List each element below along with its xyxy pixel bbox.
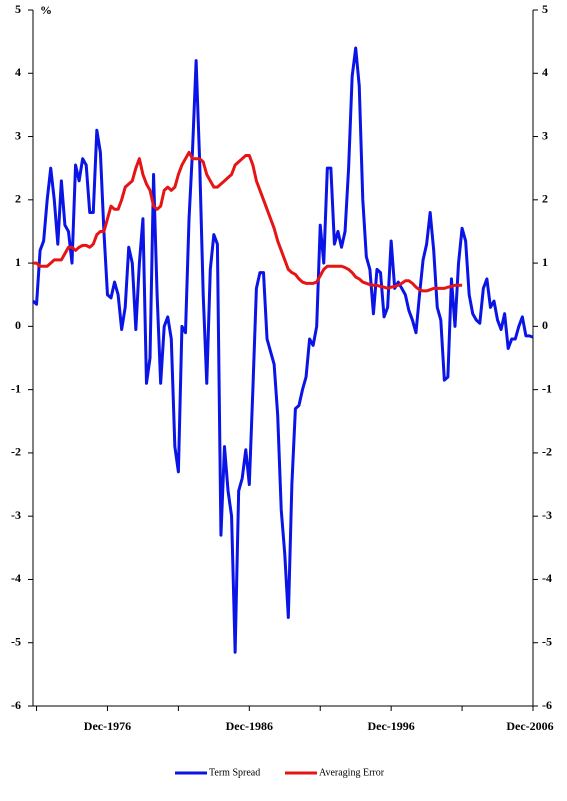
y-tick-label: -6 xyxy=(11,698,21,712)
y-tick-label: 2 xyxy=(15,192,21,206)
y2-tick-label: -6 xyxy=(542,698,552,712)
y2-tick-label: -1 xyxy=(542,381,552,395)
y-tick-label: 1 xyxy=(15,255,21,269)
y-tick-label: -5 xyxy=(11,634,21,648)
series-line xyxy=(33,150,463,293)
y-tick-label: -3 xyxy=(11,508,21,522)
y2-tick-label: 2 xyxy=(542,192,548,206)
x-tick-label: Dec-1996 xyxy=(367,719,414,733)
y-tick-label: -2 xyxy=(11,445,21,459)
y2-tick-label: -3 xyxy=(542,508,552,522)
y-axis-label: % xyxy=(40,3,52,17)
y-tick-label: 0 xyxy=(15,318,21,332)
y2-tick-label: 4 xyxy=(542,65,548,79)
x-tick-label: Dec-2006 xyxy=(506,719,553,733)
x-tick-label: Dec-1976 xyxy=(84,719,131,733)
legend-label: Averaging Error xyxy=(319,767,385,778)
series-line xyxy=(32,46,534,654)
x-tick-label: Dec-1986 xyxy=(226,719,273,733)
y-tick-label: -1 xyxy=(11,381,21,395)
y2-tick-label: -5 xyxy=(542,634,552,648)
y2-tick-label: -4 xyxy=(542,571,552,585)
y2-tick-label: -2 xyxy=(542,445,552,459)
y2-tick-label: 0 xyxy=(542,318,548,332)
legend-label: Term Spread xyxy=(209,767,260,778)
y-tick-label: 5 xyxy=(15,2,21,16)
y-tick-label: -4 xyxy=(11,571,21,585)
y-tick-label: 3 xyxy=(15,128,21,142)
y2-tick-label: 1 xyxy=(542,255,548,269)
y2-tick-label: 3 xyxy=(542,128,548,142)
y-tick-label: 4 xyxy=(15,65,21,79)
y2-tick-label: 5 xyxy=(542,2,548,16)
